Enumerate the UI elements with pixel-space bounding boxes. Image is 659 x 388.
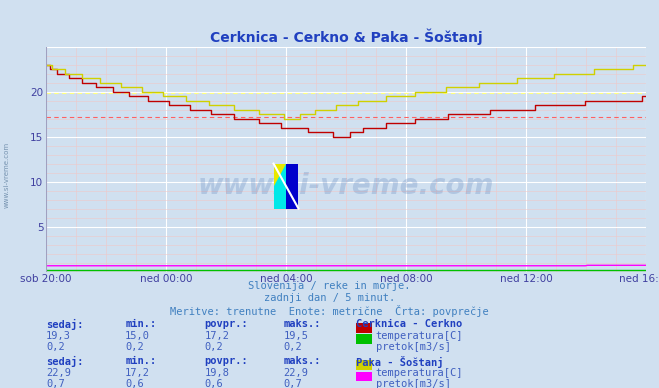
Text: 22,9: 22,9 xyxy=(283,368,308,378)
Text: min.:: min.: xyxy=(125,356,156,366)
Text: maks.:: maks.: xyxy=(283,356,321,366)
Bar xyxy=(273,164,299,209)
Text: www.si-vreme.com: www.si-vreme.com xyxy=(198,172,494,200)
Text: min.:: min.: xyxy=(125,319,156,329)
Polygon shape xyxy=(273,164,286,186)
Text: Slovenija / reke in morje.: Slovenija / reke in morje. xyxy=(248,281,411,291)
Text: Meritve: trenutne  Enote: metrične  Črta: povprečje: Meritve: trenutne Enote: metrične Črta: … xyxy=(170,305,489,317)
Text: Cerknica - Cerkno: Cerknica - Cerkno xyxy=(356,319,462,329)
Text: 0,7: 0,7 xyxy=(283,379,302,388)
Text: 19,3: 19,3 xyxy=(46,331,71,341)
Text: 0,6: 0,6 xyxy=(125,379,144,388)
Text: maks.:: maks.: xyxy=(283,319,321,329)
Text: 17,2: 17,2 xyxy=(125,368,150,378)
Text: Paka - Šoštanj: Paka - Šoštanj xyxy=(356,356,444,368)
Title: Cerknica - Cerkno & Paka - Šoštanj: Cerknica - Cerkno & Paka - Šoštanj xyxy=(210,29,482,45)
Text: 0,6: 0,6 xyxy=(204,379,223,388)
Text: sedaj:: sedaj: xyxy=(46,319,84,330)
Text: 19,5: 19,5 xyxy=(283,331,308,341)
Text: 0,2: 0,2 xyxy=(283,342,302,352)
Text: zadnji dan / 5 minut.: zadnji dan / 5 minut. xyxy=(264,293,395,303)
Text: temperatura[C]: temperatura[C] xyxy=(376,368,463,378)
Text: 17,2: 17,2 xyxy=(204,331,229,341)
Text: povpr.:: povpr.: xyxy=(204,356,248,366)
Text: 15,0: 15,0 xyxy=(125,331,150,341)
Text: pretok[m3/s]: pretok[m3/s] xyxy=(376,342,451,352)
Text: temperatura[C]: temperatura[C] xyxy=(376,331,463,341)
Text: 0,2: 0,2 xyxy=(204,342,223,352)
Text: sedaj:: sedaj: xyxy=(46,356,84,367)
Text: www.si-vreme.com: www.si-vreme.com xyxy=(3,142,10,208)
Text: 0,7: 0,7 xyxy=(46,379,65,388)
Bar xyxy=(273,164,286,209)
Text: 22,9: 22,9 xyxy=(46,368,71,378)
Text: 0,2: 0,2 xyxy=(125,342,144,352)
Text: povpr.:: povpr.: xyxy=(204,319,248,329)
Text: pretok[m3/s]: pretok[m3/s] xyxy=(376,379,451,388)
Text: 19,8: 19,8 xyxy=(204,368,229,378)
Text: 0,2: 0,2 xyxy=(46,342,65,352)
